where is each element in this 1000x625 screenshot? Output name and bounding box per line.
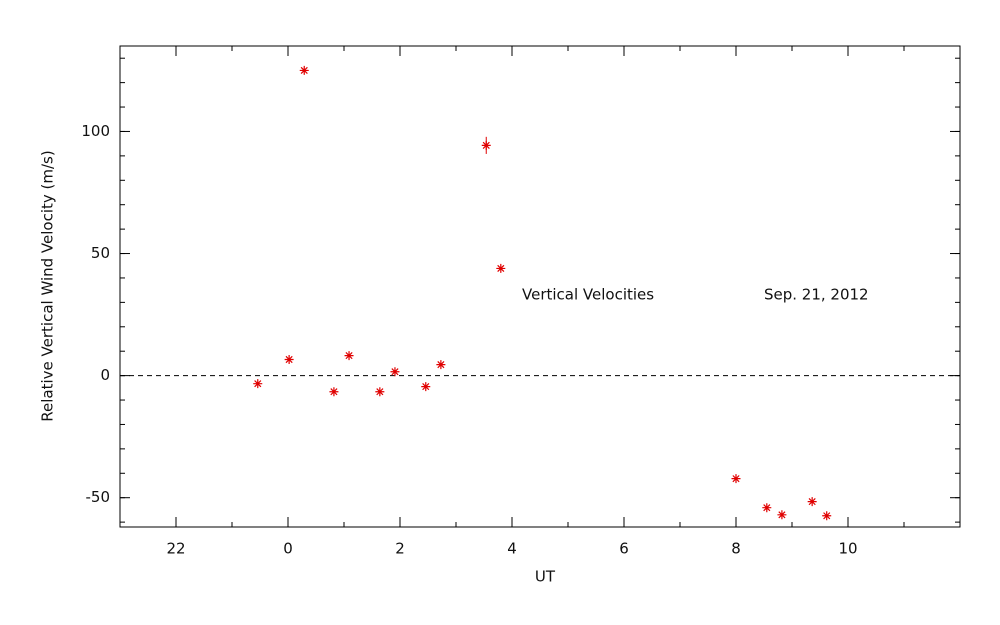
x-tick-label: 2 bbox=[395, 540, 405, 558]
marker bbox=[762, 503, 772, 513]
marker bbox=[777, 510, 787, 520]
x-tick-label: 22 bbox=[166, 540, 185, 558]
marker bbox=[390, 367, 400, 377]
marker bbox=[375, 387, 385, 397]
marker bbox=[253, 379, 263, 389]
marker bbox=[481, 140, 491, 150]
x-tick-label: 6 bbox=[619, 540, 629, 558]
annotation: Vertical Velocities bbox=[522, 286, 654, 304]
marker bbox=[299, 65, 309, 75]
y-tick-label: 100 bbox=[81, 122, 110, 140]
marker bbox=[284, 355, 294, 365]
x-tick-label: 4 bbox=[507, 540, 517, 558]
marker bbox=[822, 511, 832, 521]
x-tick-label: 8 bbox=[731, 540, 741, 558]
x-tick-label: 10 bbox=[838, 540, 857, 558]
marker bbox=[344, 351, 354, 361]
y-tick-label: -50 bbox=[86, 488, 111, 506]
x-tick-label: 0 bbox=[283, 540, 293, 558]
marker bbox=[329, 387, 339, 397]
y-tick-label: 50 bbox=[91, 244, 110, 262]
marker bbox=[731, 474, 741, 484]
y-tick-label: 0 bbox=[100, 366, 110, 384]
marker bbox=[436, 360, 446, 370]
marker bbox=[807, 497, 817, 507]
marker bbox=[496, 263, 506, 273]
marker bbox=[421, 382, 431, 392]
plot-frame bbox=[119, 45, 961, 528]
x-axis-label: UT bbox=[535, 568, 556, 586]
annotation: Sep. 21, 2012 bbox=[764, 286, 869, 304]
y-axis-label: Relative Vertical Wind Velocity (m/s) bbox=[39, 150, 57, 421]
